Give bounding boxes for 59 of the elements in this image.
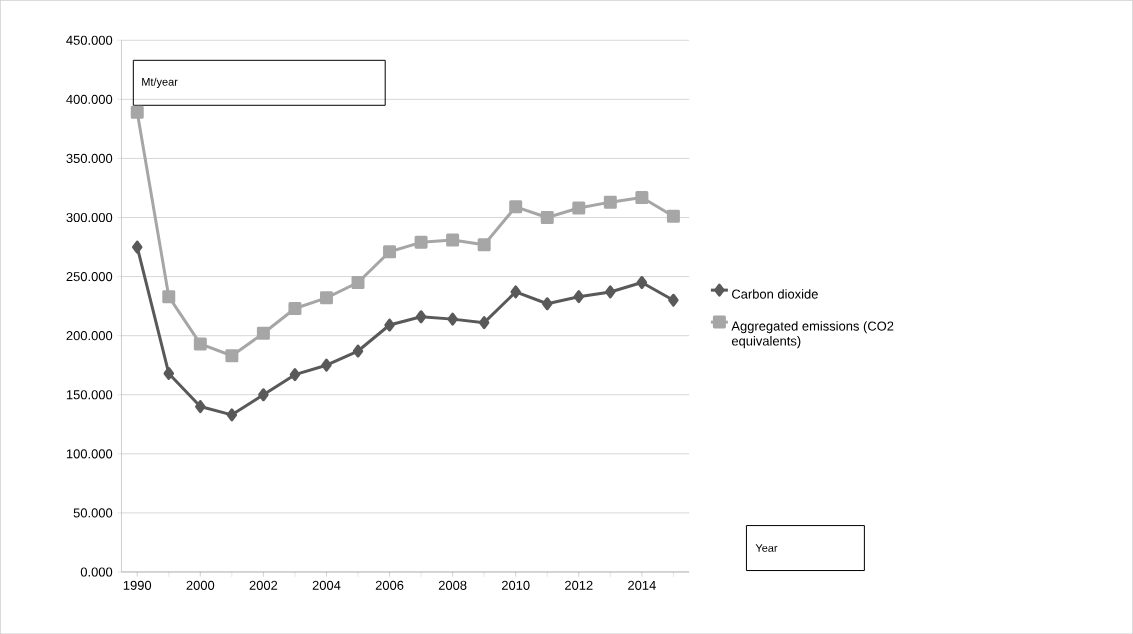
point — [510, 285, 521, 299]
y-tick-label: 250.000 — [66, 271, 113, 282]
point — [447, 312, 458, 326]
x-tick-label: 2002 — [249, 580, 278, 590]
point — [225, 349, 239, 363]
point — [477, 238, 491, 252]
y-tick-label: 300.000 — [66, 212, 113, 222]
x-tick-label: 2012 — [565, 580, 593, 590]
x-tick-label: 2004 — [312, 580, 341, 590]
point — [321, 358, 332, 372]
x-tick-label: 2008 — [438, 580, 467, 590]
text: Year — [755, 544, 778, 552]
point — [541, 297, 553, 311]
point — [572, 201, 586, 215]
point — [668, 293, 679, 307]
point — [415, 310, 427, 324]
point — [195, 399, 206, 413]
x-tick-label: 2000 — [186, 580, 215, 590]
point — [256, 326, 270, 340]
y-tick-label: 450.000 — [66, 35, 113, 45]
y-tick-label: 200.000 — [66, 330, 113, 341]
y-tick-label: 0.000 — [80, 567, 113, 577]
point — [603, 195, 617, 209]
point — [636, 275, 648, 289]
point — [193, 337, 207, 351]
point — [163, 366, 175, 380]
point — [446, 233, 460, 247]
point — [414, 235, 428, 249]
point — [635, 190, 649, 204]
point — [319, 291, 333, 305]
point — [384, 318, 395, 332]
point — [540, 210, 554, 224]
point — [258, 388, 269, 402]
point — [573, 290, 585, 304]
point — [162, 290, 176, 304]
y-tick-label: 100.000 — [66, 449, 113, 459]
point — [130, 105, 144, 119]
x-tick-label: 2006 — [375, 580, 404, 590]
y-tick-label: 150.000 — [66, 390, 113, 400]
y-tick-label: 350.000 — [66, 153, 113, 163]
annotation: Mt/year — [142, 77, 178, 88]
point — [666, 209, 680, 223]
y-tick-label: 400.000 — [66, 94, 113, 104]
point — [352, 344, 364, 358]
point — [288, 301, 302, 315]
x-tick-label: 2010 — [501, 580, 530, 590]
y-tick-label: 50.000 — [73, 508, 113, 518]
point — [289, 368, 301, 382]
legend-label: Carbon dioxide — [732, 289, 818, 299]
point — [478, 316, 490, 330]
point — [131, 240, 143, 254]
x-tick-label: 1990 — [123, 580, 152, 590]
x-tick-label: 2014 — [628, 580, 656, 590]
point — [226, 408, 238, 422]
point — [383, 245, 397, 259]
point — [351, 275, 365, 289]
point — [509, 200, 523, 214]
point — [605, 285, 616, 299]
legend-label: Aggregated emissions (CO2 equivalents) — [731, 321, 894, 349]
